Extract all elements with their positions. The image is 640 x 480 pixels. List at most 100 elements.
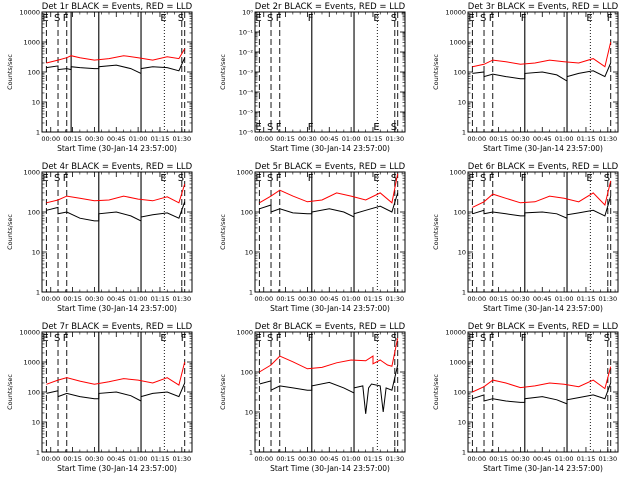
x-tick-label: 01:15 [151, 295, 170, 303]
y-tick-label: 10000 [445, 9, 466, 17]
marker-label: F [489, 333, 495, 344]
x-axis-label: Start Time (30-Jan-14 23:57:00) [57, 464, 177, 473]
y-axis-label: Counts/sec [432, 374, 440, 410]
x-axis-label: Start Time (30-Jan-14 23:57:00) [270, 144, 390, 153]
marker-label: E [255, 333, 261, 344]
x-tick-label: 01:30 [598, 295, 617, 303]
lld-series-line [46, 361, 186, 386]
y-axis-label: Counts/sec [219, 214, 227, 250]
marker-label: E [373, 122, 379, 133]
x-tick-label: 00:00 [41, 135, 60, 143]
x-tick-label: 00:45 [320, 135, 339, 143]
y-tick-label: 10 [458, 249, 466, 257]
marker-label: F [489, 13, 495, 24]
y-tick-label: 1000 [23, 39, 40, 47]
panel-title: Det 1r BLACK = Events, RED = LLD [42, 2, 193, 12]
y-tick-label: 10000 [19, 329, 40, 337]
marker-label: E [255, 13, 261, 24]
marker-label: E [586, 13, 592, 24]
y-tick-label: 10 [245, 249, 253, 257]
panel-det-7: Det 7r BLACK = Events, RED = LLD Counts/s… [6, 322, 193, 473]
panel-det-6: Det 6r BLACK = Events, RED = LLD Counts/s… [432, 162, 619, 313]
x-tick-label: 00:00 [467, 295, 486, 303]
x-tick-label: 00:30 [85, 295, 104, 303]
x-tick-label: 00:45 [533, 295, 552, 303]
events-series-line [472, 382, 612, 405]
plot-frame [254, 11, 406, 133]
marker-label: E [586, 333, 592, 344]
x-tick-label: 01:00 [129, 295, 148, 303]
marker-label: E [160, 173, 166, 184]
events-series-line [259, 192, 399, 218]
x-tick-label: 01:00 [342, 455, 361, 463]
panel-det-1: Det 1r BLACK = Events, RED = LLD Counts/s… [6, 2, 193, 153]
x-tick-label: 00:30 [85, 135, 104, 143]
marker-label: S [267, 333, 273, 344]
plot-frame [254, 171, 406, 293]
x-tick-label: 01:00 [555, 295, 574, 303]
events-series-line [472, 195, 612, 219]
y-tick-label: 1 [249, 449, 253, 457]
panel-det-3: Det 3r BLACK = Events, RED = LLD Counts/s… [432, 2, 619, 153]
x-tick-label: 00:00 [467, 135, 486, 143]
marker-label: F [276, 122, 282, 133]
marker-label: S [267, 122, 273, 133]
panel-det-5: Det 5r BLACK = Events, RED = LLD Counts/s… [219, 162, 406, 313]
y-tick-label: 100 [28, 389, 40, 397]
marker-label: S [267, 173, 273, 184]
marker-label: S [391, 173, 397, 184]
x-tick-label: 01:30 [385, 135, 404, 143]
y-tick-label: 1 [36, 289, 40, 297]
panel-title: Det 6r BLACK = Events, RED = LLD [468, 162, 619, 172]
panel-title: Det 5r BLACK = Events, RED = LLD [255, 162, 406, 172]
y-tick-label: 10 [458, 419, 466, 427]
marker-label: E [373, 13, 379, 24]
x-tick-label: 01:00 [342, 135, 361, 143]
marker-label: E [586, 173, 592, 184]
x-tick-label: 00:45 [107, 295, 126, 303]
x-tick-label: 00:30 [511, 135, 530, 143]
marker-label: S [391, 333, 397, 344]
plot-frame [41, 11, 193, 133]
y-tick-label: 1 [462, 449, 466, 457]
marker-label: S [54, 173, 60, 184]
events-series-line [46, 57, 186, 75]
x-tick-label: 00:30 [511, 455, 530, 463]
y-tick-label: 1 [36, 449, 40, 457]
x-tick-label: 00:15 [276, 455, 295, 463]
x-tick-label: 01:15 [151, 135, 170, 143]
x-tick-label: 00:45 [107, 135, 126, 143]
x-tick-label: 00:15 [489, 135, 508, 143]
x-tick-label: 01:15 [577, 295, 596, 303]
y-tick-label: 10⁻² [239, 49, 254, 57]
x-tick-label: 00:15 [63, 455, 82, 463]
x-tick-label: 01:15 [151, 455, 170, 463]
marker-label: E [373, 333, 379, 344]
x-tick-label: 01:30 [598, 135, 617, 143]
y-axis-label: Counts/sec [6, 374, 14, 410]
marker-label: F [308, 122, 314, 133]
x-tick-label: 00:15 [489, 295, 508, 303]
lld-series-line [259, 173, 399, 204]
y-tick-label: 100 [241, 369, 253, 377]
y-tick-label: 100 [28, 209, 40, 217]
marker-label: F [181, 333, 187, 344]
y-tick-label: 10 [32, 99, 40, 107]
marker-label: F [308, 333, 314, 344]
events-series-line [46, 382, 186, 402]
plot-frame [41, 331, 193, 453]
y-axis-label: Counts/sec [432, 54, 440, 90]
x-tick-label: 00:45 [320, 455, 339, 463]
y-tick-label: 100 [454, 209, 466, 217]
y-tick-label: 10⁻⁶ [239, 129, 254, 137]
marker-label: S [54, 333, 60, 344]
marker-label: F [308, 173, 314, 184]
marker-label: F [63, 333, 69, 344]
y-tick-label: 1 [36, 129, 40, 137]
events-series-line [46, 201, 186, 222]
panel-title: Det 8r BLACK = Events, RED = LLD [255, 322, 406, 332]
lld-series-line [472, 180, 612, 208]
marker-label: S [391, 13, 397, 24]
marker-label: E [255, 173, 261, 184]
x-tick-label: 01:00 [555, 135, 574, 143]
